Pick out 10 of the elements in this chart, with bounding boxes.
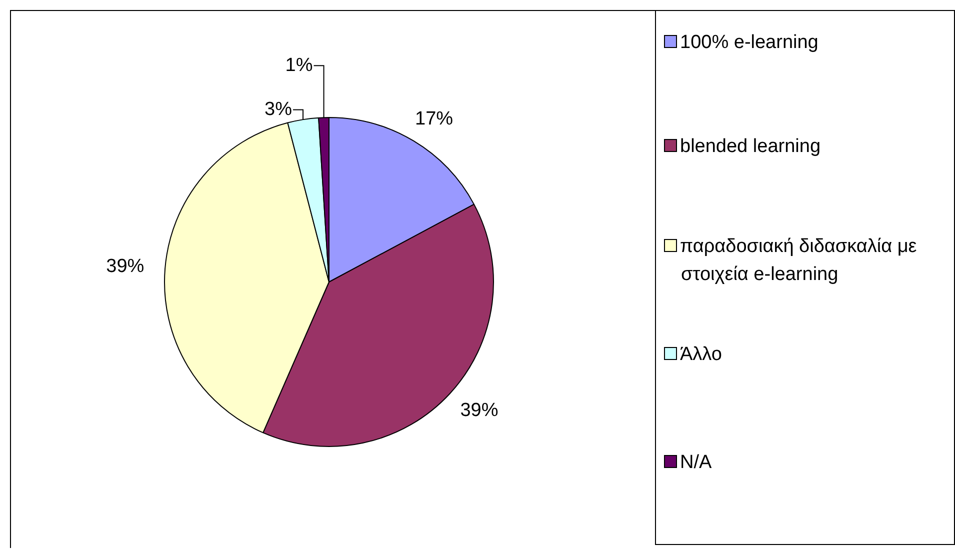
data-label: 17% <box>415 108 454 130</box>
data-label: 39% <box>460 400 498 421</box>
data-label: 1% <box>285 54 313 76</box>
legend-label: blended learning <box>679 135 822 159</box>
legend-label: 100% e-learning <box>679 31 820 55</box>
legend-label: παραδοσιακή διδασκαλία με στοιχεία e-learning <box>679 235 918 287</box>
data-label: 39% <box>106 256 144 278</box>
legend-label: N/A <box>679 451 713 475</box>
data-label: 3% <box>264 98 292 120</box>
legend-label: Άλλο <box>679 343 723 367</box>
